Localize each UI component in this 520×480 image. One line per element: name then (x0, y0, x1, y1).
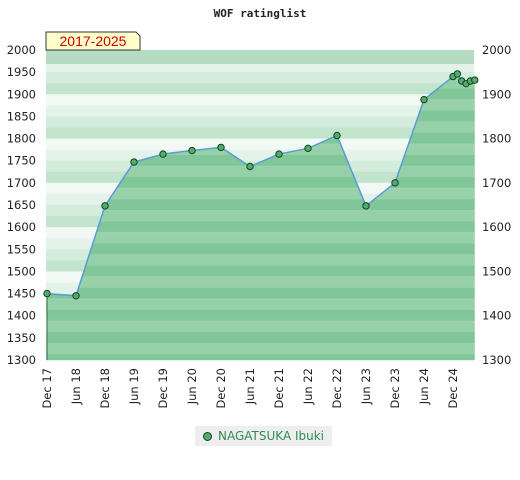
y-tick-label-right: 2000 (482, 43, 511, 57)
x-tick-label: Jun 18 (69, 368, 83, 405)
x-tick-label: Dec 19 (156, 368, 170, 409)
data-point[interactable] (101, 202, 109, 210)
y-tick-label: 1350 (7, 331, 36, 345)
background-band (46, 105, 474, 117)
y-tick-label: 1800 (7, 132, 36, 146)
x-tick-label: Dec 20 (214, 368, 228, 409)
y-tick-label-right: 1800 (482, 132, 511, 146)
y-axis-left: 1300 1350 1400 1450 1500 1550 1600 1650 1700 1750… (7, 43, 36, 367)
background-band (46, 94, 474, 106)
background-band (46, 72, 474, 84)
y-tick-label: 1400 (7, 309, 36, 323)
y-tick-label: 1300 (7, 353, 36, 367)
background-band (46, 138, 474, 151)
y-tick-label: 1950 (7, 65, 36, 79)
background-band (46, 127, 474, 140)
x-tick-label: Jun 20 (185, 368, 199, 405)
x-tick-label: Jun 19 (127, 368, 141, 405)
rating-area (47, 73, 475, 361)
y-tick-label-right: 1300 (482, 353, 511, 367)
background-band (46, 61, 474, 73)
legend-marker-icon (203, 431, 212, 441)
data-point[interactable] (453, 70, 462, 78)
rating-area-fill (47, 73, 475, 361)
year-range-badge: 2017-2025 (45, 31, 141, 51)
y-tick-label: 1850 (7, 109, 36, 123)
data-point[interactable] (130, 158, 138, 166)
x-tick-label: Dec 24 (446, 368, 460, 409)
x-tick-label: Jun 23 (359, 368, 373, 405)
y-tick-label: 1550 (7, 242, 36, 256)
background-band (46, 116, 474, 128)
background-band (46, 83, 474, 95)
legend-series-name: NAGATSUKA Ibuki (218, 429, 325, 443)
y-tick-label: 1600 (7, 220, 36, 234)
data-point[interactable] (217, 143, 225, 152)
data-point[interactable] (43, 289, 51, 298)
x-tick-label: Dec 17 (40, 368, 54, 409)
x-tick-label: Dec 21 (272, 368, 286, 409)
x-axis: Dec 17 Jun 18 Dec 18 Jun 19 Dec 19 Jun 20 Dec … (40, 368, 460, 409)
data-point[interactable] (420, 95, 428, 104)
y-tick-label: 1900 (7, 87, 36, 101)
data-point[interactable] (304, 144, 312, 153)
x-tick-label: Dec 23 (388, 368, 402, 409)
y-tick-label-right: 1500 (482, 264, 511, 278)
y-tick-label: 1750 (7, 154, 36, 168)
y-tick-label: 1650 (7, 198, 36, 212)
y-tick-label: 1500 (7, 264, 36, 278)
y-axis-right: 1300 1400 1500 1600 1700 1800 1900 2000 (482, 43, 511, 367)
data-point[interactable] (246, 162, 254, 171)
data-point[interactable] (362, 202, 370, 210)
x-tick-label: Jun 24 (417, 368, 431, 405)
y-tick-label: 1700 (7, 176, 36, 190)
data-point[interactable] (391, 179, 399, 187)
y-tick-label-right: 1900 (482, 87, 511, 101)
y-tick-label-right: 1400 (482, 309, 511, 323)
x-tick-label: Jun 21 (243, 368, 257, 405)
data-point[interactable] (72, 292, 80, 300)
x-tick-label: Dec 22 (330, 368, 344, 409)
y-tick-label: 2000 (7, 43, 36, 57)
x-tick-label: Jun 22 (301, 368, 315, 405)
x-tick-label: Dec 18 (98, 368, 112, 409)
data-point[interactable] (333, 131, 341, 140)
data-point[interactable] (188, 146, 196, 155)
y-tick-label-right: 1600 (482, 220, 511, 234)
year-range-label: 2017-2025 (60, 33, 127, 49)
background-band (46, 149, 474, 162)
y-tick-label-right: 1700 (482, 176, 511, 190)
rating-points (43, 70, 479, 300)
data-point[interactable] (275, 150, 283, 158)
background-band (46, 50, 474, 64)
y-tick-label: 1450 (7, 287, 36, 301)
legend: NAGATSUKA Ibuki (195, 426, 333, 446)
data-point[interactable] (159, 150, 167, 158)
chart-title: WOF ratinglist (214, 7, 307, 20)
data-point[interactable] (471, 76, 479, 84)
